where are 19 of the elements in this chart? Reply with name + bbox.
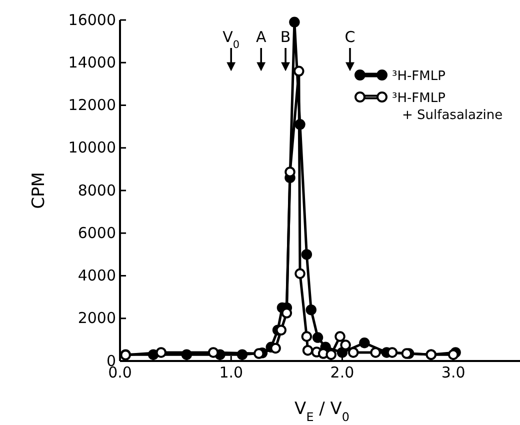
legend-label: ³H-FMLP (392, 69, 446, 84)
y-tick-label: 14000 (68, 53, 116, 72)
legend-label: ³H-FMLP + Sulfasalazine (392, 91, 503, 123)
y-tick-label: 8000 (78, 181, 116, 200)
y-tick-label: 12000 (68, 96, 116, 114)
x-axis-title: V$_{E}$ / V$_{0}$ (294, 399, 350, 424)
x-tick-label: 3.0 (441, 364, 466, 382)
x-tick-label: 1.0 (219, 364, 244, 382)
ref-line-label: A (256, 28, 267, 46)
ref-line-label: V$_{0}$ (222, 28, 240, 51)
y-tick-label: 4000 (78, 266, 116, 285)
y-tick-label: 2000 (78, 309, 116, 328)
ref-line-label: B (280, 28, 291, 46)
y-tick-label: 10000 (68, 138, 116, 157)
y-tick-label: 6000 (78, 224, 116, 242)
ref-line-label: C (344, 28, 356, 46)
y-axis-title: CPM (29, 172, 49, 209)
x-tick-label: 2.0 (330, 364, 354, 382)
y-tick-label: 16000 (68, 10, 116, 29)
